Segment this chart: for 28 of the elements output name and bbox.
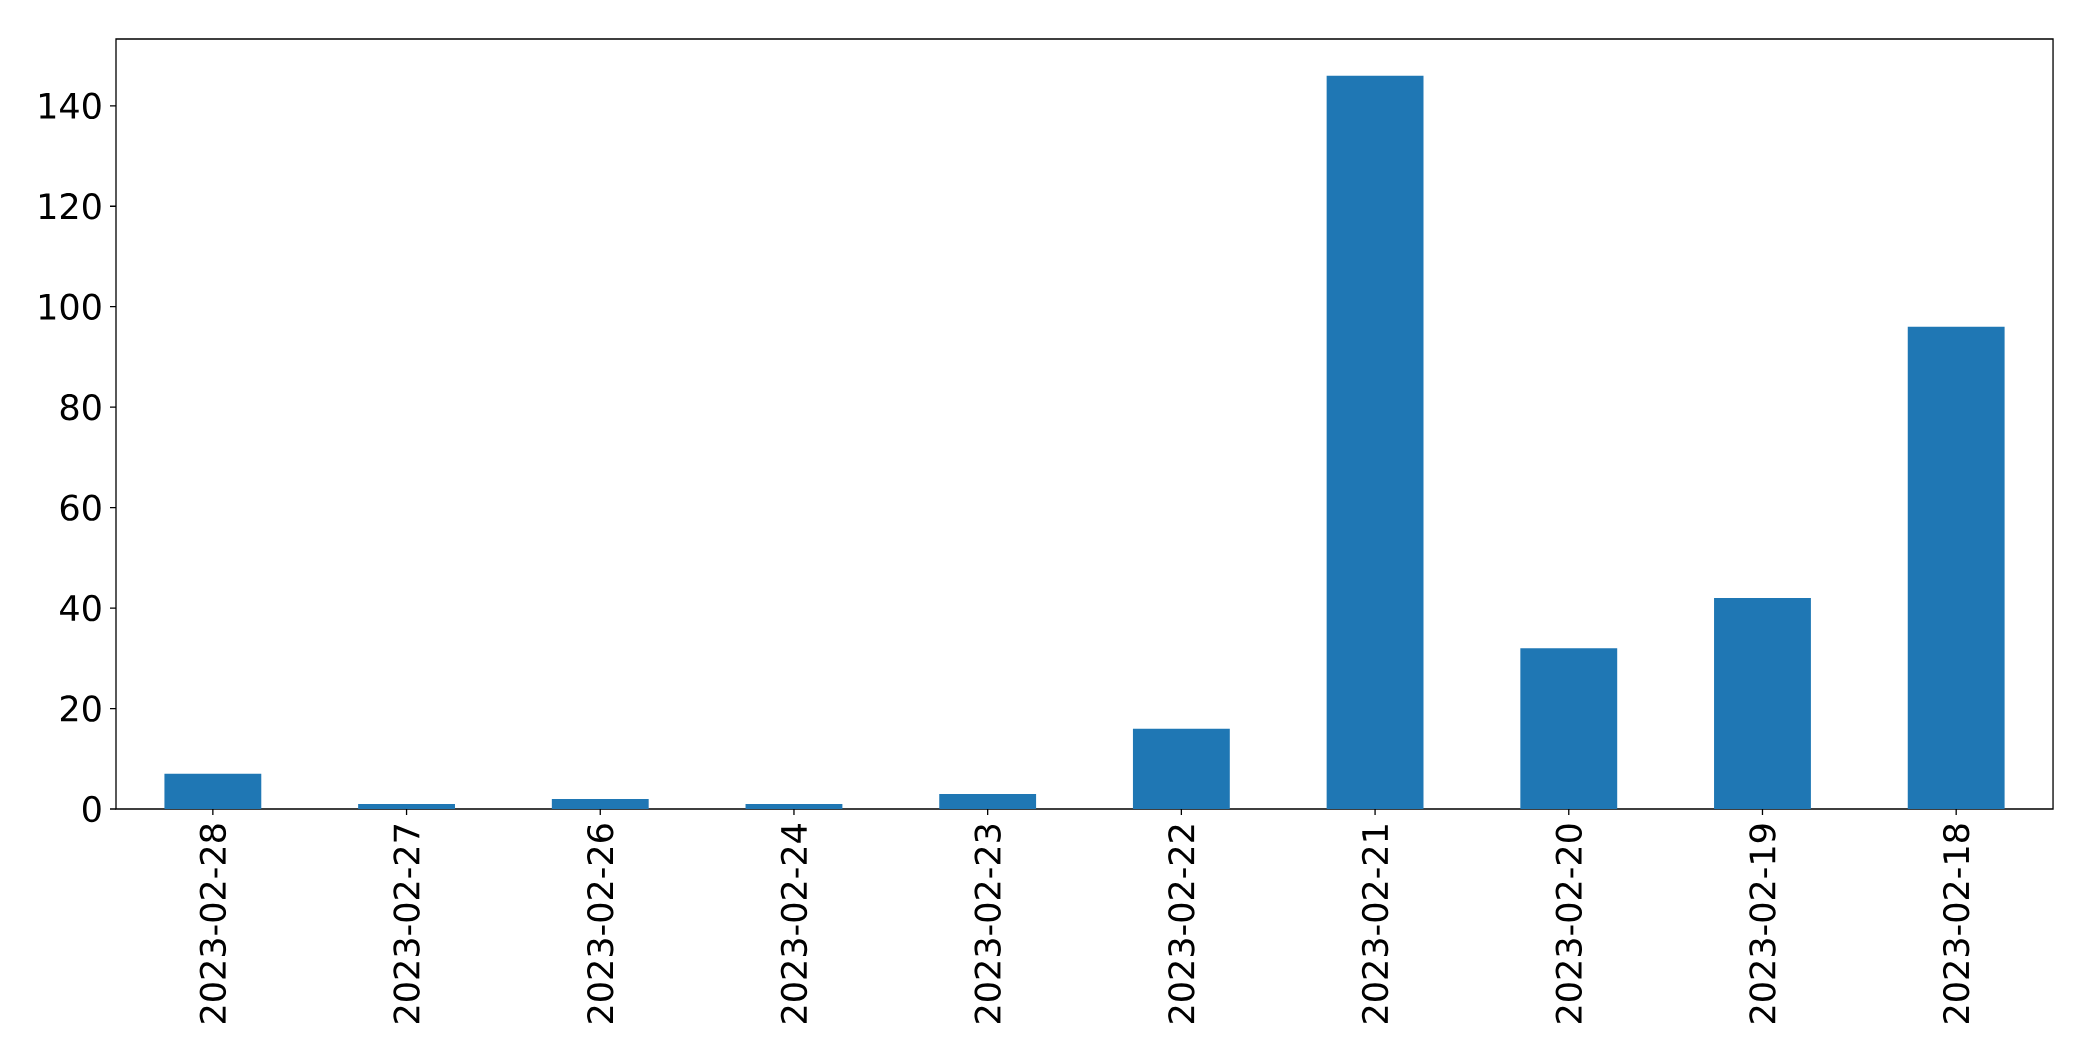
bar	[1132, 728, 1230, 809]
x-tick-label: 2023-02-20	[1555, 824, 1583, 1023]
bar	[164, 773, 262, 809]
x-tick-label: 2023-02-23	[974, 824, 1001, 1023]
y-tick-label: 80	[60, 393, 101, 421]
x-tick-label: 2023-02-24	[780, 824, 808, 1023]
y-tick-label: 0	[82, 795, 101, 823]
bar	[745, 803, 843, 809]
y-tick-label: 40	[60, 594, 101, 622]
y-tick-label: 60	[60, 494, 101, 521]
y-tick-label: 20	[60, 695, 101, 722]
x-tick-label: 2023-02-28	[199, 824, 227, 1023]
x-tick-label: 2023-02-18	[1942, 824, 1970, 1023]
bar	[1520, 648, 1618, 809]
x-tick-label: 2023-02-26	[587, 824, 614, 1023]
bar	[939, 793, 1037, 809]
x-tick-label: 2023-02-22	[1168, 825, 1195, 1023]
bar	[1326, 75, 1424, 809]
x-tick-label: 2023-02-27	[393, 825, 420, 1023]
bar	[358, 803, 455, 809]
y-tick-label: 100	[39, 293, 101, 320]
bar	[551, 798, 649, 809]
y-tick-label: 120	[39, 193, 101, 220]
y-tick-label: 140	[39, 92, 101, 120]
x-tick-label: 2023-02-19	[1749, 824, 1776, 1023]
bar	[1714, 598, 1811, 809]
bar	[1907, 326, 2005, 809]
x-tick-label: 2023-02-21	[1361, 825, 1389, 1023]
